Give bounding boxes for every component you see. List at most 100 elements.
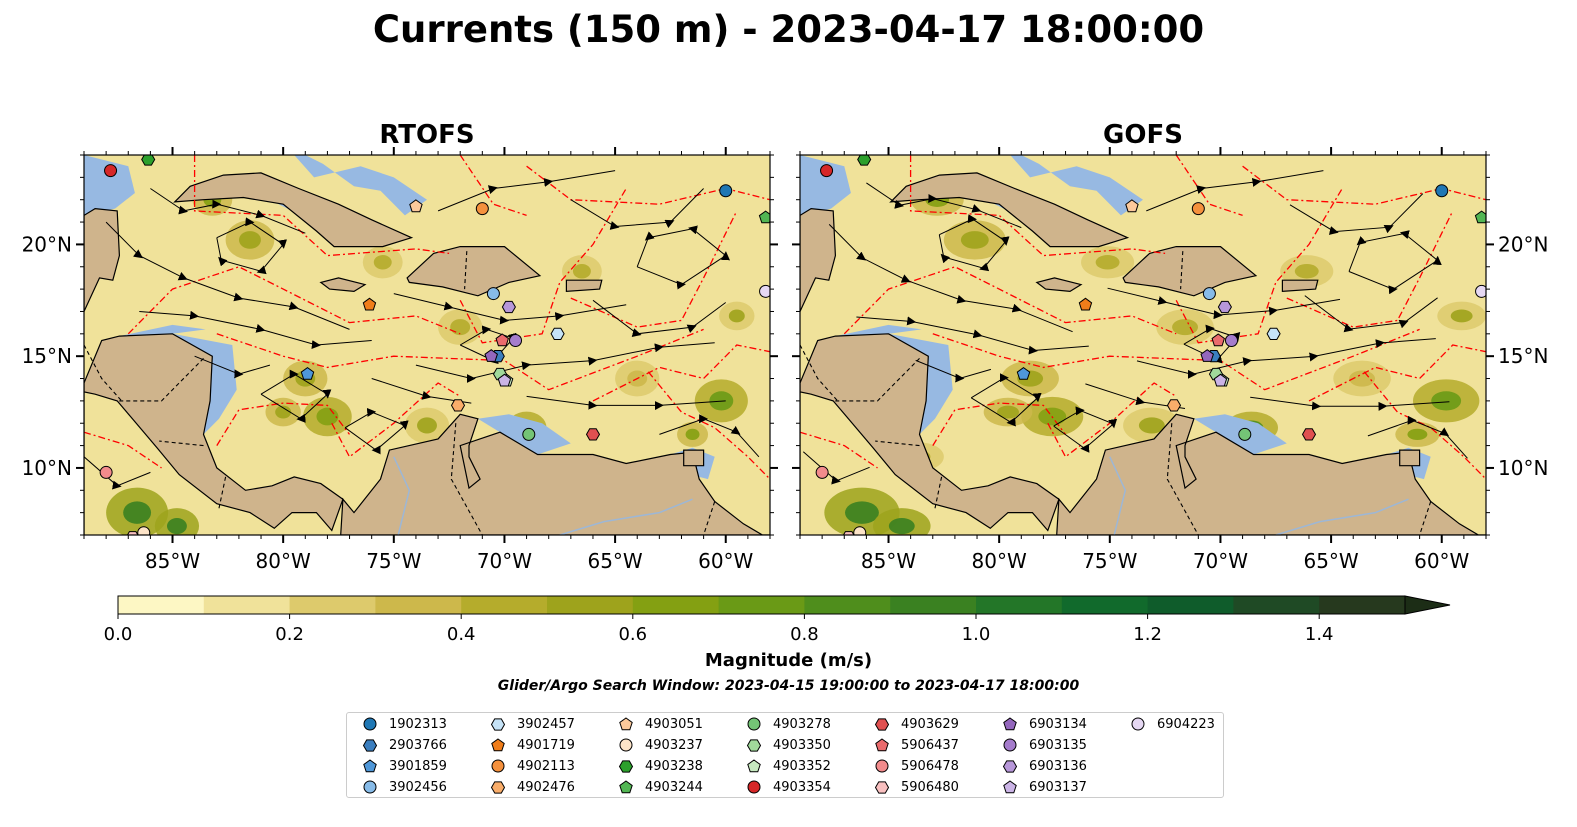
float-marker-4903278[interactable] bbox=[1238, 427, 1252, 441]
float-marker-3902457[interactable] bbox=[550, 327, 565, 340]
float-marker-4903051[interactable] bbox=[1125, 199, 1139, 213]
float-marker-6904223[interactable] bbox=[1475, 284, 1488, 298]
float-marker-5906480[interactable] bbox=[842, 531, 855, 543]
float-marker-6903135[interactable] bbox=[509, 334, 523, 348]
float-marker-1902313[interactable] bbox=[719, 184, 733, 198]
float-marker-4903244[interactable] bbox=[1474, 210, 1487, 224]
colorbar-segment bbox=[804, 596, 891, 614]
land-hispaniola bbox=[1122, 246, 1258, 297]
streamline bbox=[1304, 295, 1438, 333]
legend-label: 4902476 bbox=[517, 779, 575, 795]
float-marker-4903354[interactable] bbox=[104, 164, 118, 178]
legend-item-6903137: 6903137 bbox=[999, 777, 1087, 797]
shelf-mosquito bbox=[888, 333, 953, 435]
streamline bbox=[970, 373, 1042, 427]
float-marker-4901719[interactable] bbox=[1078, 297, 1093, 311]
float-marker-4903629[interactable] bbox=[1301, 428, 1317, 441]
float-marker-3902457[interactable] bbox=[1266, 327, 1281, 340]
country-border bbox=[833, 358, 920, 402]
float-marker-4903051[interactable] bbox=[409, 199, 423, 213]
float-marker-5906478[interactable] bbox=[99, 465, 113, 479]
streamline bbox=[1107, 287, 1341, 320]
legend-item-3902456: 3902456 bbox=[359, 777, 447, 797]
streamline bbox=[393, 293, 627, 325]
legend-label: 3902456 bbox=[389, 779, 447, 795]
float-marker-3902456[interactable] bbox=[1202, 287, 1216, 301]
float-marker-1902313[interactable] bbox=[1435, 184, 1449, 198]
float-marker-6904223[interactable] bbox=[759, 284, 772, 298]
float-marker-4901719[interactable] bbox=[362, 297, 377, 311]
float-marker-4903244[interactable] bbox=[758, 210, 771, 224]
pentagon-marker-icon bbox=[619, 717, 633, 731]
hexagon-marker-icon bbox=[874, 718, 890, 731]
float-marker-4902476[interactable] bbox=[450, 399, 466, 412]
float-marker-5906480[interactable] bbox=[126, 531, 139, 543]
float-marker-3901859[interactable] bbox=[1016, 366, 1031, 380]
float-marker-4902113[interactable] bbox=[1191, 202, 1205, 216]
colorbar-tick-label: 0.2 bbox=[275, 624, 304, 645]
colorbar-label: Magnitude (m/s) bbox=[704, 650, 873, 671]
streamline bbox=[1146, 170, 1324, 212]
legend-label: 6903135 bbox=[1029, 737, 1087, 753]
current-core bbox=[1095, 255, 1120, 270]
float-marker-5906437[interactable] bbox=[1211, 333, 1225, 347]
eez-boundary bbox=[932, 402, 1067, 446]
eez-boundary bbox=[1242, 165, 1486, 205]
float-marker-3901859[interactable] bbox=[300, 366, 315, 380]
legend-item-5906437: 5906437 bbox=[871, 735, 959, 755]
legend-item-3902457: 3902457 bbox=[487, 714, 575, 734]
legend-label: 6903137 bbox=[1029, 779, 1087, 795]
lon-tick-label: 65°W bbox=[1303, 549, 1358, 573]
float-marker-4903237[interactable] bbox=[853, 526, 867, 539]
float-marker-4902476[interactable] bbox=[1166, 399, 1182, 412]
float-marker-4903278[interactable] bbox=[522, 427, 536, 441]
pentagon-marker-icon bbox=[1003, 717, 1017, 731]
float-marker-4903354[interactable] bbox=[820, 164, 834, 178]
legend-label: 4903350 bbox=[773, 737, 831, 753]
float-marker-6903137[interactable] bbox=[1213, 373, 1228, 387]
float-marker-6903134[interactable] bbox=[1200, 349, 1214, 362]
colorbar-tick-label: 0.6 bbox=[618, 624, 647, 645]
current-core bbox=[1172, 319, 1198, 336]
eez-boundary bbox=[84, 431, 162, 469]
country-border bbox=[159, 440, 204, 447]
current-core bbox=[123, 501, 152, 524]
float-marker-4903238[interactable] bbox=[141, 154, 156, 166]
legend-label: 4903354 bbox=[773, 779, 831, 795]
float-marker-6903136[interactable] bbox=[1217, 300, 1232, 314]
colorbar-frame bbox=[117, 595, 1406, 615]
current-core bbox=[1294, 263, 1319, 279]
float-marker-3902456[interactable] bbox=[486, 287, 500, 301]
lon-tick-label: 70°W bbox=[477, 549, 532, 573]
float-marker-6903136[interactable] bbox=[501, 300, 516, 314]
eez-boundary bbox=[1175, 155, 1243, 217]
streamline bbox=[105, 221, 350, 330]
streamline bbox=[659, 414, 760, 458]
current-core bbox=[685, 428, 700, 441]
land-puertorico bbox=[565, 279, 603, 293]
streamline bbox=[526, 395, 726, 411]
lon-tick-label: 80°W bbox=[972, 549, 1027, 573]
float-marker-4902113[interactable] bbox=[475, 202, 489, 216]
float-marker-6903137[interactable] bbox=[497, 373, 512, 387]
circle-marker-icon bbox=[1131, 717, 1145, 731]
float-marker-4903238[interactable] bbox=[857, 154, 872, 166]
current-core bbox=[997, 405, 1019, 419]
float-marker-4903629[interactable] bbox=[585, 428, 601, 441]
legend-item-4903244: 4903244 bbox=[615, 777, 703, 797]
float-marker-5906437[interactable] bbox=[495, 333, 509, 347]
current-core bbox=[316, 407, 339, 426]
colorbar-tick-label: 1.0 bbox=[962, 624, 991, 645]
colorbar-tick-label: 0.4 bbox=[447, 624, 476, 645]
country-border bbox=[117, 358, 204, 402]
land-trinidad bbox=[683, 449, 705, 467]
colorbar-segment bbox=[461, 596, 548, 614]
float-marker-6903134[interactable] bbox=[484, 349, 498, 362]
current-core bbox=[728, 309, 745, 323]
pentagon-marker-icon bbox=[1003, 780, 1017, 794]
map-frame bbox=[799, 154, 1487, 536]
float-marker-4903237[interactable] bbox=[137, 526, 151, 539]
float-marker-6903135[interactable] bbox=[1225, 334, 1239, 348]
colorbar-segment bbox=[289, 596, 376, 614]
float-marker-5906478[interactable] bbox=[815, 465, 829, 479]
